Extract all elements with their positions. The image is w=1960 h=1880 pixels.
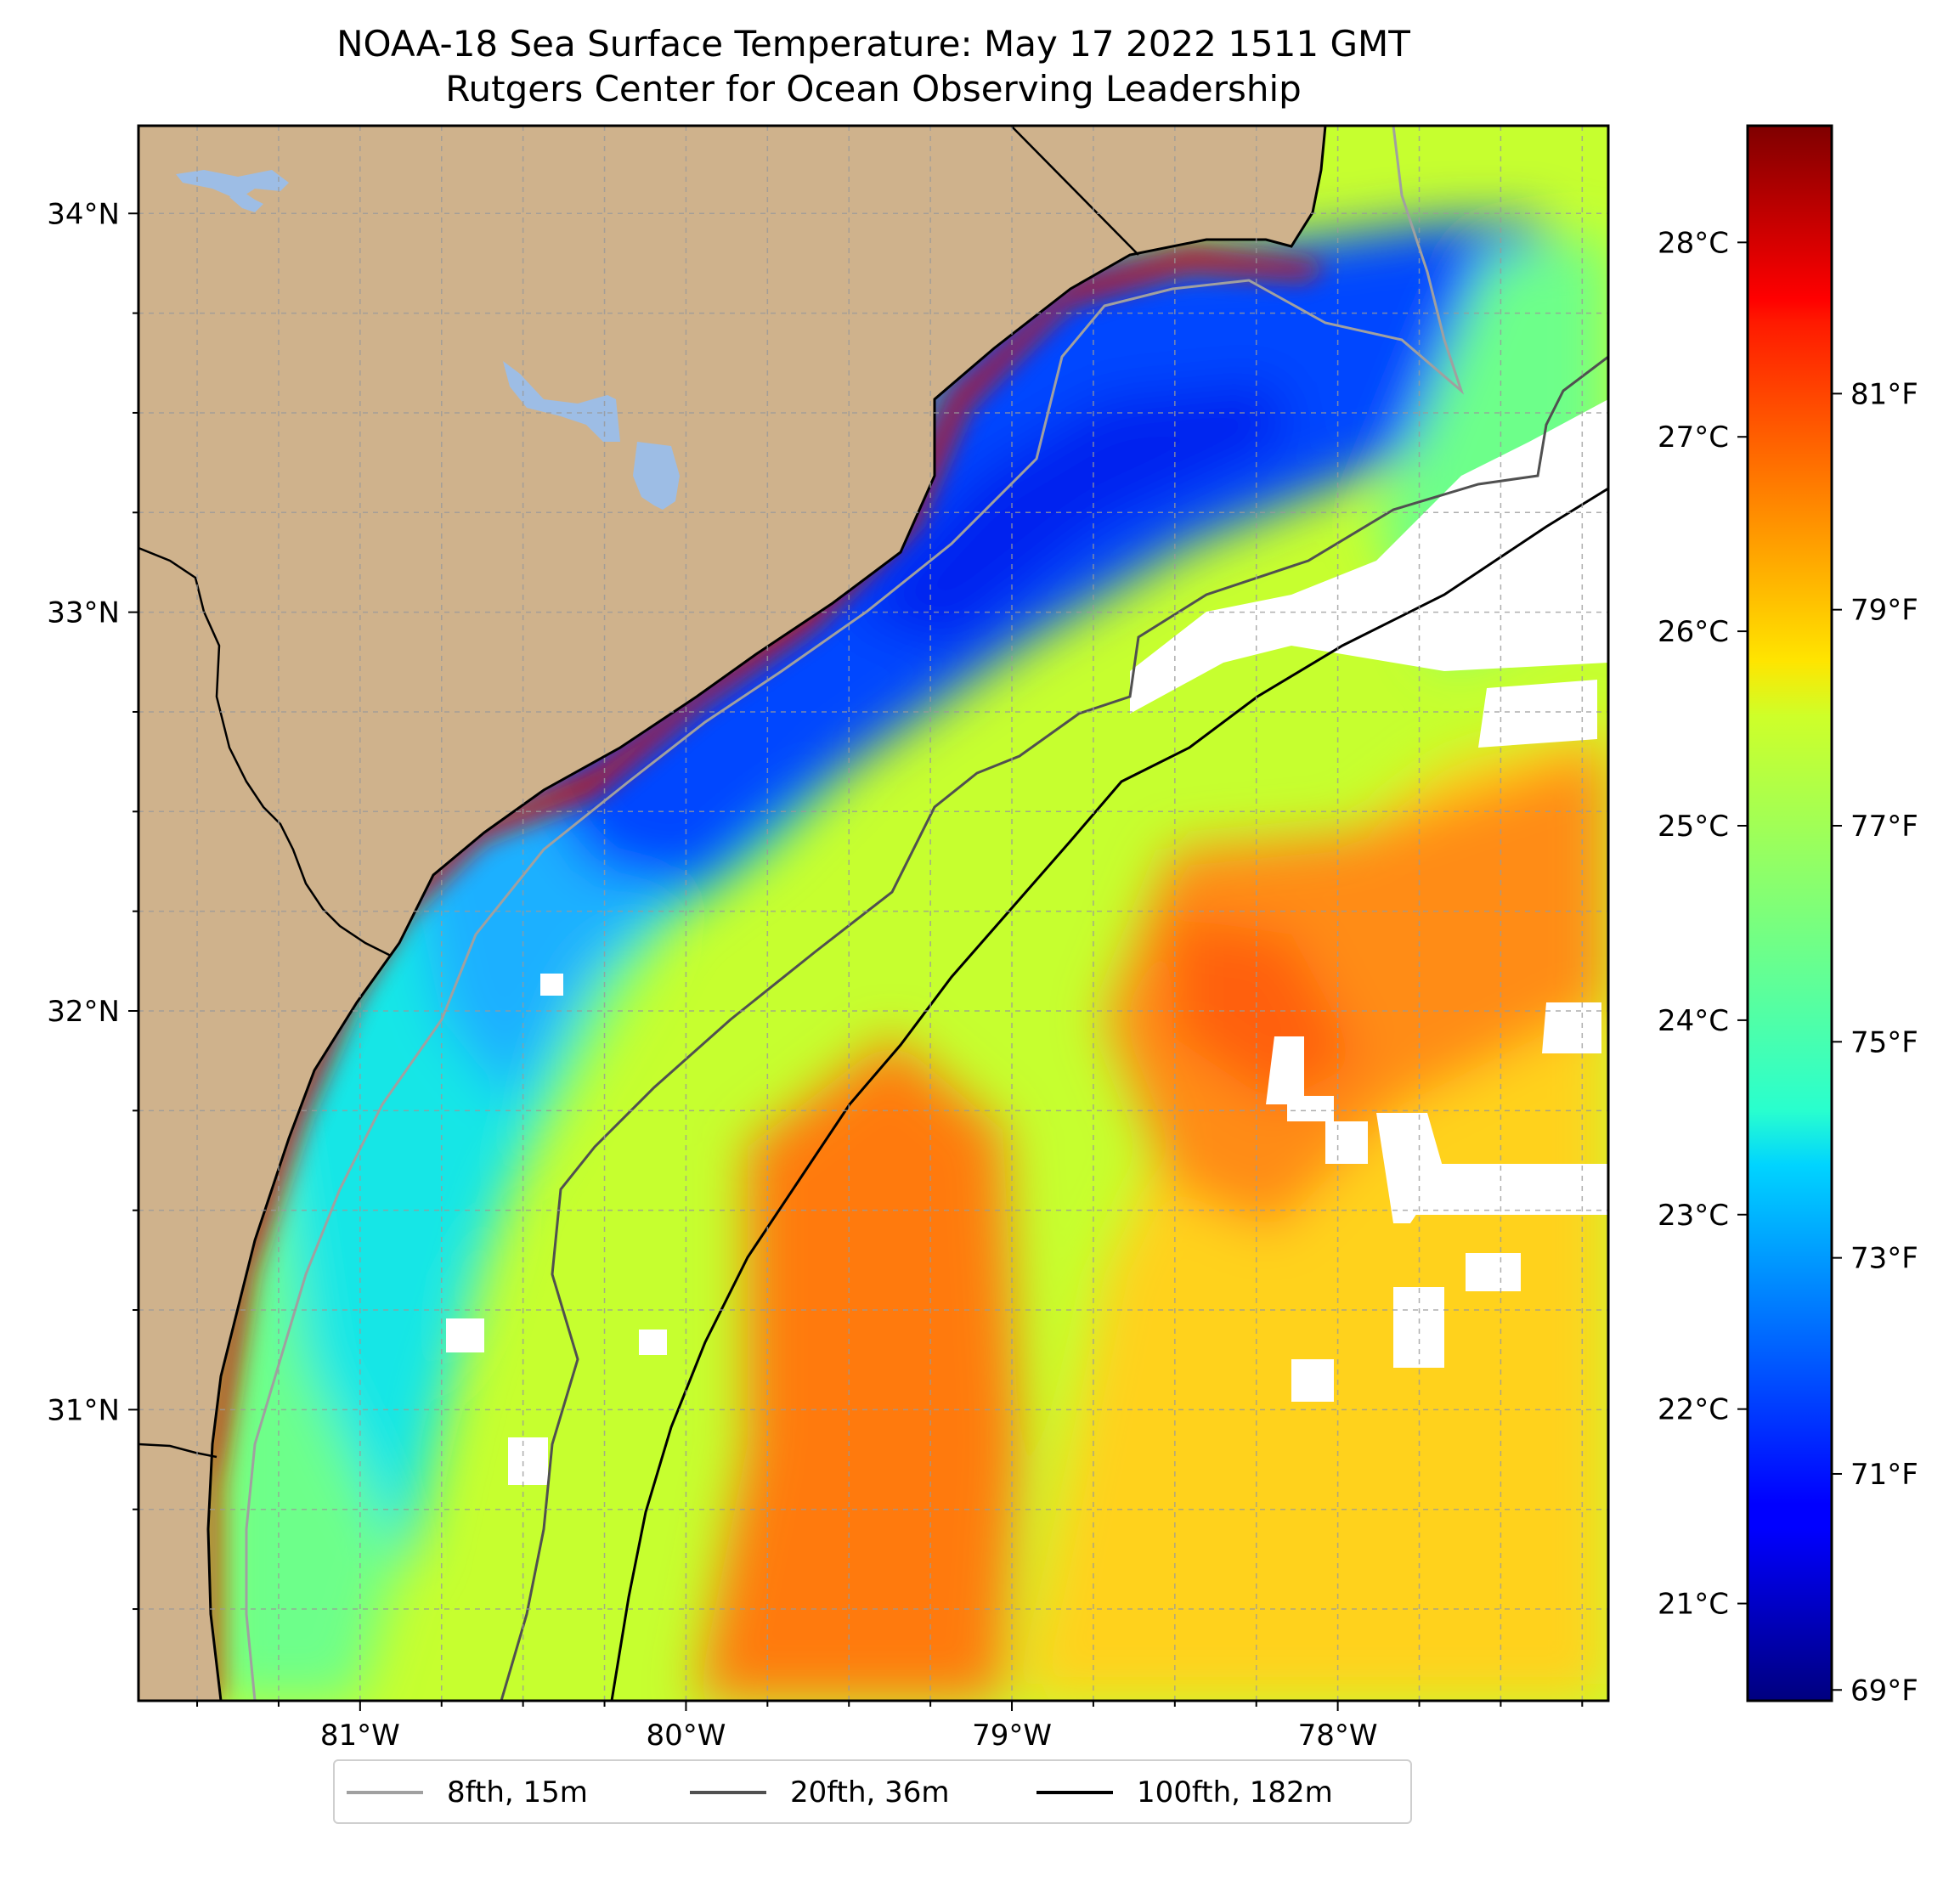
lat-tick-label: 33°N [47,596,120,630]
legend-label-20fth: 20fth, 36m [790,1776,950,1809]
graticule [138,126,1608,1701]
legend-entry-20fth: 20fth, 36m [690,1773,950,1812]
fahrenheit-tick-label: 75°F [1850,1025,1918,1059]
celsius-tick-label: 26°C [1658,615,1729,649]
celsius-tick-label: 25°C [1658,810,1729,844]
state-borders [138,126,1139,1459]
fahrenheit-tick-label: 77°F [1850,810,1918,844]
celsius-tick-label: 23°C [1658,1199,1729,1233]
colorbar [1746,124,1833,1702]
legend-line-20fth [690,1791,766,1794]
map-frame [137,124,1610,1702]
lakes [176,170,680,510]
no-data-patches [446,399,1608,1485]
fahrenheit-tick-label: 79°F [1850,594,1918,628]
longitude-axis: 81°W 80°W 79°W 78°W [196,1701,1584,1753]
fahrenheit-tick-label: 71°F [1850,1458,1918,1492]
fahrenheit-tick-label: 81°F [1850,377,1918,411]
map-subtitle: Rutgers Center for Ocean Observing Leade… [445,68,1302,110]
legend-label-8fth: 8fth, 15m [447,1776,588,1809]
colorbar-fahrenheit-axis: 69°F 71°F 73°F 75°F 77°F 79°F 81°F [1832,377,1918,1708]
land [138,126,1327,1701]
map-title: NOAA-18 Sea Surface Temperature: May 17 … [336,23,1410,65]
legend-label-100fth: 100fth, 182m [1137,1776,1333,1809]
bathymetry-contours [245,126,1608,1701]
lat-tick-label: 31°N [47,1393,120,1427]
lon-tick-label: 80°W [646,1719,726,1753]
celsius-tick-label: 27°C [1658,421,1729,454]
lon-tick-label: 78°W [1298,1719,1378,1753]
lat-tick-label: 32°N [47,995,120,1029]
legend-entry-100fth: 100fth, 182m [1036,1773,1333,1812]
celsius-tick-label: 22°C [1658,1393,1729,1427]
lat-tick-label: 34°N [47,197,120,231]
legend-line-100fth [1036,1791,1113,1794]
celsius-tick-label: 24°C [1658,1004,1729,1038]
celsius-tick-label: 21°C [1658,1588,1729,1622]
latitude-axis: 31°N 32°N 33°N 34°N [47,197,138,1611]
legend-line-8fth [347,1791,423,1794]
colorbar-celsius-axis: 21°C 22°C 23°C 24°C 25°C 26°C 27°C 28°C [1658,226,1748,1622]
legend-entry-8fth: 8fth, 15m [347,1773,588,1812]
fahrenheit-tick-label: 73°F [1850,1242,1918,1276]
lon-tick-label: 79°W [972,1719,1052,1753]
contour-legend: 8fth, 15m 20fth, 36m 100fth, 182m [333,1759,1412,1824]
celsius-tick-label: 28°C [1658,226,1729,260]
fahrenheit-tick-label: 69°F [1850,1674,1918,1708]
lon-tick-label: 81°W [320,1719,400,1753]
